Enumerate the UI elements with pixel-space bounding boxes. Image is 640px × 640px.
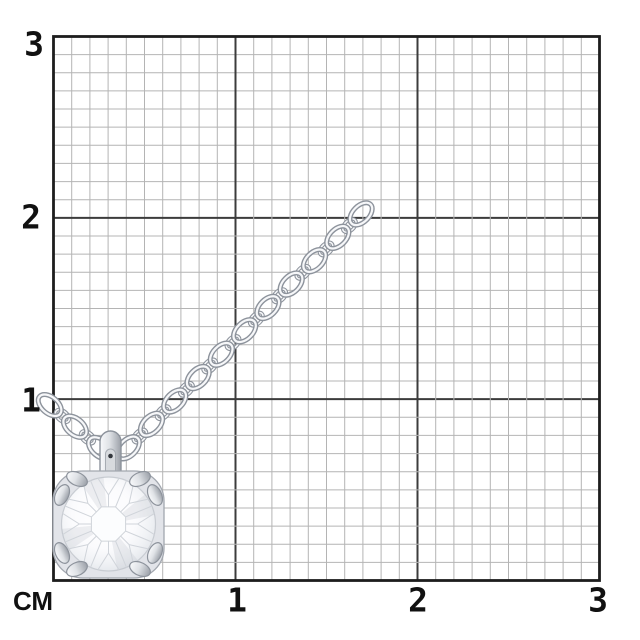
diamond-table — [90, 506, 127, 542]
chain-link — [154, 404, 172, 422]
chain-link — [161, 387, 189, 415]
prong — [66, 470, 88, 488]
chain-link — [340, 217, 358, 235]
chain-link — [201, 357, 219, 375]
x-axis-tick-1: 1 — [227, 580, 247, 620]
prong — [146, 484, 164, 506]
chain-link — [78, 429, 97, 446]
prong — [129, 470, 151, 488]
prong — [53, 484, 71, 506]
prong — [66, 560, 88, 578]
diamond-stone — [60, 476, 157, 572]
x-axis-tick-3: 3 — [588, 580, 608, 620]
chain-link — [184, 363, 212, 392]
prong-claws — [53, 470, 164, 578]
prong — [146, 542, 164, 564]
chain-link — [247, 310, 265, 328]
centimeter-grid-lines — [52, 35, 601, 582]
chain-link — [53, 407, 72, 425]
chain-link — [271, 287, 289, 305]
axis-unit-label: СМ — [12, 586, 54, 616]
chain-link — [317, 240, 335, 258]
chain-link — [347, 200, 375, 228]
x-axis-tick-2: 2 — [408, 580, 428, 620]
y-axis-tick-1: 1 — [21, 380, 41, 420]
prong — [53, 542, 71, 564]
chain-link — [131, 427, 149, 445]
prong — [129, 560, 151, 578]
chain-link — [230, 317, 259, 345]
chain-link — [324, 223, 352, 251]
bail-hole — [108, 453, 113, 459]
chain-link — [294, 263, 312, 281]
y-axis-tick-2: 2 — [21, 197, 41, 237]
cable-chain — [35, 200, 375, 462]
pendant-necklace-photo — [35, 200, 375, 579]
chain-link — [277, 270, 305, 298]
chain-link — [177, 380, 195, 398]
chain-link — [300, 246, 329, 275]
grid-border — [52, 35, 601, 582]
chain-link — [137, 410, 166, 439]
chain-link — [254, 293, 282, 322]
chain-link — [60, 413, 90, 440]
chain-link — [35, 391, 64, 419]
y-axis-tick-3: 3 — [24, 24, 44, 64]
chain-link — [207, 340, 236, 368]
chain-link — [224, 334, 242, 351]
